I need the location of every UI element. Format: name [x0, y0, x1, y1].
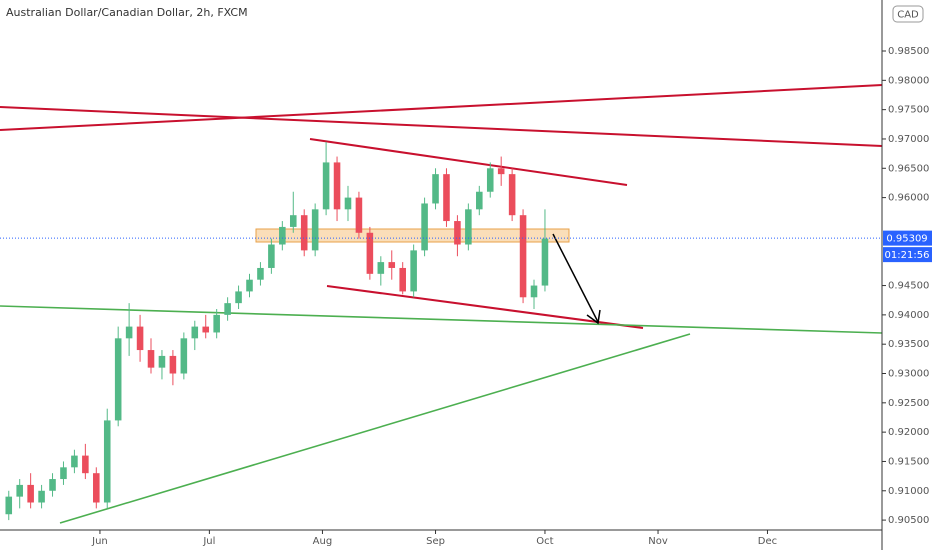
- candle-body: [476, 191, 483, 210]
- candle-body: [246, 279, 253, 292]
- candle-body: [541, 238, 549, 286]
- y-tick-label: 0.93500: [888, 339, 929, 350]
- candle-body: [224, 303, 231, 315]
- candle-body: [311, 209, 319, 251]
- y-tick-label: 0.96500: [888, 163, 929, 174]
- candle-body: [147, 350, 155, 368]
- candle-body: [71, 455, 78, 468]
- candle-body: [465, 209, 472, 245]
- candle-body: [38, 490, 45, 503]
- axes: 0.90500 0.91000 0.91500 0.92000 0.92500 0.930…: [91, 46, 929, 547]
- y-tick-label: 0.98500: [888, 46, 929, 57]
- candle-body: [202, 326, 210, 333]
- y-tick-label: 0.90500: [888, 515, 929, 526]
- candle-body: [530, 285, 538, 298]
- trend-line: [0, 106, 883, 147]
- overlay: [552, 233, 601, 325]
- candle-body: [180, 338, 188, 374]
- candle-body: [279, 226, 286, 245]
- x-tick-label: Dec: [758, 536, 777, 547]
- candle-body: [432, 174, 439, 204]
- y-tick-label: 0.91000: [888, 486, 929, 497]
- candle-body: [497, 168, 505, 175]
- support-line: [0, 305, 883, 334]
- y-tick-label: 0.91500: [888, 456, 929, 467]
- candle-body: [421, 203, 428, 251]
- candle-body: [388, 262, 396, 268]
- candle-body: [16, 484, 23, 497]
- y-tick-label: 0.97500: [888, 105, 929, 116]
- candle-body: [125, 326, 133, 339]
- y-tick-label: 0.94000: [888, 310, 929, 321]
- y-tick-label: 0.96000: [888, 193, 929, 204]
- candle-body: [49, 479, 56, 491]
- x-tick-label: Aug: [313, 536, 333, 547]
- price-tag-label: 0.95309: [886, 234, 927, 245]
- arrow-shaft: [552, 233, 599, 323]
- x-tick-label: Jun: [91, 536, 108, 547]
- candle-body: [114, 338, 122, 421]
- y-tick-label: 0.94500: [888, 281, 929, 292]
- candle-body: [333, 162, 341, 210]
- candle-body: [519, 215, 527, 298]
- candle-body: [410, 250, 417, 292]
- candle-body: [213, 314, 220, 333]
- candle-body: [399, 267, 406, 292]
- candle-body: [344, 197, 352, 210]
- countdown-tag: [883, 247, 932, 263]
- candle-body: [366, 232, 374, 274]
- candle-body: [235, 291, 242, 304]
- candle-body: [322, 162, 330, 210]
- candle-body: [5, 496, 13, 515]
- y-tick-label: 0.92500: [888, 398, 929, 409]
- candle-body: [289, 215, 297, 227]
- resistance-zone: [255, 228, 570, 243]
- candle-body: [257, 267, 264, 280]
- rising-trend-line: [59, 333, 691, 524]
- candle-body: [191, 326, 199, 339]
- arrow-head: [586, 309, 601, 325]
- candle-body: [93, 473, 100, 503]
- y-tick-label: 0.92000: [888, 427, 929, 438]
- plot-area: [0, 84, 883, 524]
- candle-body: [103, 420, 111, 503]
- candle-body: [158, 355, 166, 368]
- chart-title: Australian Dollar/Canadian Dollar, 2h, F…: [6, 6, 248, 19]
- x-tick-label: Sep: [426, 536, 445, 547]
- candle-body: [443, 174, 450, 222]
- y-tick-label: 0.98000: [888, 75, 929, 86]
- candles: [5, 141, 549, 521]
- candle-body: [27, 484, 34, 503]
- candle-body: [486, 168, 494, 192]
- currency-badge[interactable]: [892, 5, 924, 23]
- candle-body: [454, 221, 461, 245]
- x-tick-label: Nov: [648, 536, 668, 547]
- candle-body: [82, 455, 89, 474]
- candle-body: [377, 262, 385, 274]
- price-axis: [882, 0, 932, 550]
- candle-body: [508, 174, 516, 216]
- x-tick-label: Jul: [202, 536, 215, 547]
- candle-body: [300, 215, 308, 251]
- candle-body: [169, 355, 177, 374]
- channel-bottom: [326, 285, 644, 329]
- x-tick-label: Oct: [536, 536, 553, 547]
- trend-line: [0, 84, 883, 131]
- candle-body: [136, 326, 144, 351]
- price-tag: [883, 230, 932, 246]
- candle-body: [268, 244, 275, 268]
- y-tick-label: 0.93000: [888, 369, 929, 380]
- y-tick-label: 0.97000: [888, 134, 929, 145]
- candle-body: [60, 467, 67, 480]
- currency-label[interactable]: CAD: [897, 10, 919, 21]
- channel-top: [309, 138, 628, 186]
- candle-body: [355, 197, 363, 233]
- countdown-label: 01:21:56: [885, 250, 930, 261]
